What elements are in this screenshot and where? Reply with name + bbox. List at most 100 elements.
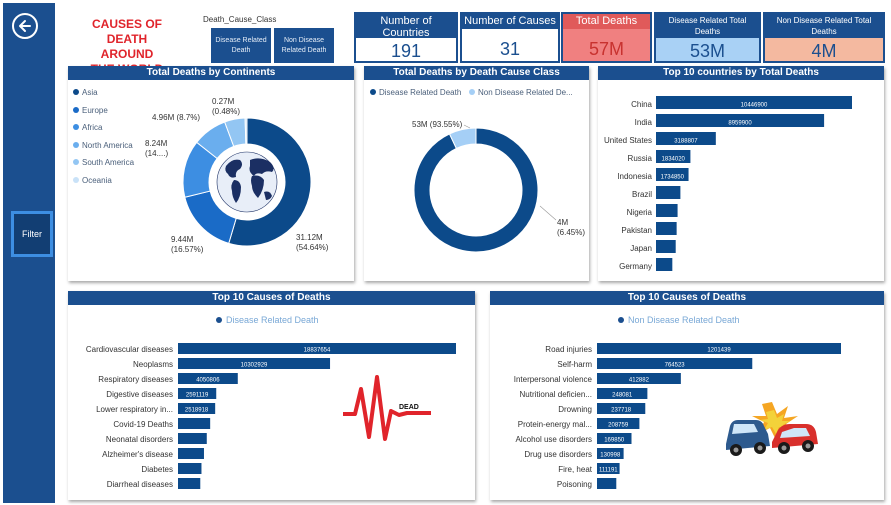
bar-data-label: 10446900 bbox=[741, 103, 768, 109]
kpi-label: Total Deaths bbox=[563, 14, 650, 29]
donut-data-label: (14....) bbox=[145, 149, 168, 158]
bar[interactable] bbox=[656, 186, 681, 199]
kpi-value: 4M bbox=[811, 41, 837, 61]
chart-legend[interactable]: Non Disease Related Death bbox=[618, 315, 740, 325]
bar-category-label: Pakistan bbox=[621, 226, 652, 235]
kpi-causes: Number of Causes 31 bbox=[460, 12, 560, 63]
donut-data-label: (54.64%) bbox=[296, 243, 329, 252]
bar-category-label: Nigeria bbox=[627, 208, 653, 217]
bar[interactable] bbox=[178, 358, 331, 369]
bar[interactable] bbox=[597, 433, 632, 444]
bar[interactable] bbox=[597, 358, 753, 369]
bar[interactable] bbox=[597, 448, 624, 459]
bar[interactable] bbox=[656, 114, 825, 127]
bar[interactable] bbox=[597, 478, 617, 489]
bar-category-label: Fire, heat bbox=[558, 465, 593, 474]
continents-donut-chart: 31.12M(54.64%) 9.44M(16.57%) 8.24M(14....)… bbox=[145, 97, 329, 254]
panel-title: Total Deaths by Death Cause Class bbox=[364, 66, 589, 80]
legend-item[interactable]: Asia bbox=[73, 88, 98, 97]
legend-dot-icon bbox=[73, 106, 79, 113]
bar-category-label: Neonatal disorders bbox=[106, 435, 173, 444]
kpi-label: Number of Countries bbox=[356, 14, 456, 39]
bar-data-label: 10302929 bbox=[241, 363, 268, 369]
bar[interactable] bbox=[656, 204, 678, 217]
bar[interactable] bbox=[178, 433, 207, 444]
bar[interactable] bbox=[656, 168, 689, 181]
bar-data-label: 3188807 bbox=[674, 139, 698, 145]
bar-category-label: Self-harm bbox=[557, 360, 592, 369]
page-title-line: AROUND bbox=[100, 47, 154, 61]
kpi-label: Non Disease Related Total Deaths bbox=[765, 14, 883, 38]
bar[interactable] bbox=[178, 478, 201, 489]
donut-data-label: 31.12M bbox=[296, 233, 323, 242]
legend-label: Asia bbox=[82, 88, 98, 97]
bar-data-label: 208759 bbox=[608, 423, 629, 429]
donut-slice[interactable] bbox=[228, 117, 312, 247]
bar[interactable] bbox=[178, 418, 211, 429]
bar[interactable] bbox=[597, 418, 640, 429]
donut-data-label: (16.57%) bbox=[171, 245, 204, 254]
donut-slice[interactable] bbox=[413, 127, 539, 253]
bar[interactable] bbox=[178, 463, 202, 474]
bar[interactable] bbox=[656, 222, 677, 235]
bar[interactable] bbox=[656, 240, 676, 253]
bar-data-label: 130998 bbox=[600, 453, 621, 459]
bar[interactable] bbox=[178, 373, 238, 384]
legend-item[interactable]: Africa bbox=[73, 123, 102, 132]
bar-category-label: Poisoning bbox=[557, 480, 592, 489]
bar[interactable] bbox=[178, 403, 216, 414]
kpi-value: 57M bbox=[588, 39, 624, 59]
panel-title: Top 10 Causes of Deaths bbox=[68, 291, 475, 305]
chart-legend[interactable]: Disease Related Death bbox=[216, 315, 319, 325]
bar-category-label: Drug use disorders bbox=[524, 450, 592, 459]
bar[interactable] bbox=[656, 96, 852, 109]
slicer-option-disease[interactable]: Disease Related Death bbox=[211, 28, 271, 63]
donut-data-label: 8.24M bbox=[145, 139, 168, 148]
bar[interactable] bbox=[597, 373, 681, 384]
bar[interactable] bbox=[597, 463, 620, 474]
panel-title: Total Deaths by Continents bbox=[68, 66, 354, 80]
kpi-label: Number of Causes bbox=[462, 14, 558, 29]
bar-category-label: Diarrheal diseases bbox=[107, 480, 173, 489]
bar[interactable] bbox=[656, 132, 716, 145]
legend-item[interactable]: Non Disease Related De... bbox=[469, 88, 573, 97]
bar[interactable] bbox=[597, 388, 648, 399]
bar[interactable] bbox=[597, 343, 841, 354]
bar-category-label: Drowning bbox=[558, 405, 592, 414]
legend-item[interactable]: North America bbox=[73, 141, 133, 150]
bar-category-label: Road injuries bbox=[545, 345, 592, 354]
legend-item[interactable]: Europe bbox=[73, 106, 108, 115]
bar-category-label: Interpersonal violence bbox=[514, 375, 593, 384]
bar[interactable] bbox=[597, 403, 646, 414]
back-icon[interactable] bbox=[12, 13, 38, 39]
bar[interactable] bbox=[656, 150, 691, 163]
slicer-title: Death_Cause_Class bbox=[203, 15, 277, 24]
filter-button[interactable]: Filter bbox=[11, 211, 53, 257]
bar[interactable] bbox=[178, 448, 204, 459]
bar-data-label: 2518918 bbox=[185, 408, 209, 414]
bar[interactable] bbox=[656, 258, 673, 271]
top-disease-panel: Top 10 Causes of Deaths Disease Related … bbox=[68, 291, 475, 500]
slicer-option-non-disease[interactable]: Non Disease Related Death bbox=[274, 28, 334, 63]
legend-item[interactable]: Disease Related Death bbox=[370, 88, 461, 97]
legend-label: South America bbox=[82, 158, 135, 167]
bar-category-label: United States bbox=[604, 136, 652, 145]
donut-data-label: 4.96M (8.7%) bbox=[152, 113, 200, 122]
bar-data-label: 8959900 bbox=[728, 121, 752, 127]
donut-slice[interactable] bbox=[448, 127, 477, 150]
kpi-disease-deaths: Disease Related Total Deaths 53M bbox=[654, 12, 761, 63]
bar-category-label: Neoplasms bbox=[133, 360, 173, 369]
globe-icon bbox=[213, 148, 281, 216]
filter-button-label: Filter bbox=[14, 214, 50, 254]
svg-text:Disease Related Death: Disease Related Death bbox=[226, 315, 319, 325]
bar-category-label: Brazil bbox=[632, 190, 652, 199]
bar[interactable] bbox=[178, 388, 217, 399]
donut-data-label: (0.48%) bbox=[212, 107, 240, 116]
bar-data-label: 1734850 bbox=[661, 175, 685, 181]
legend-item[interactable]: Oceania bbox=[73, 176, 112, 185]
donut-slice[interactable] bbox=[244, 117, 248, 145]
legend-item[interactable]: South America bbox=[73, 158, 134, 167]
donut-data-label: 4M bbox=[557, 218, 568, 227]
bar[interactable] bbox=[178, 343, 456, 354]
bar-category-label: Covid-19 Deaths bbox=[113, 420, 173, 429]
